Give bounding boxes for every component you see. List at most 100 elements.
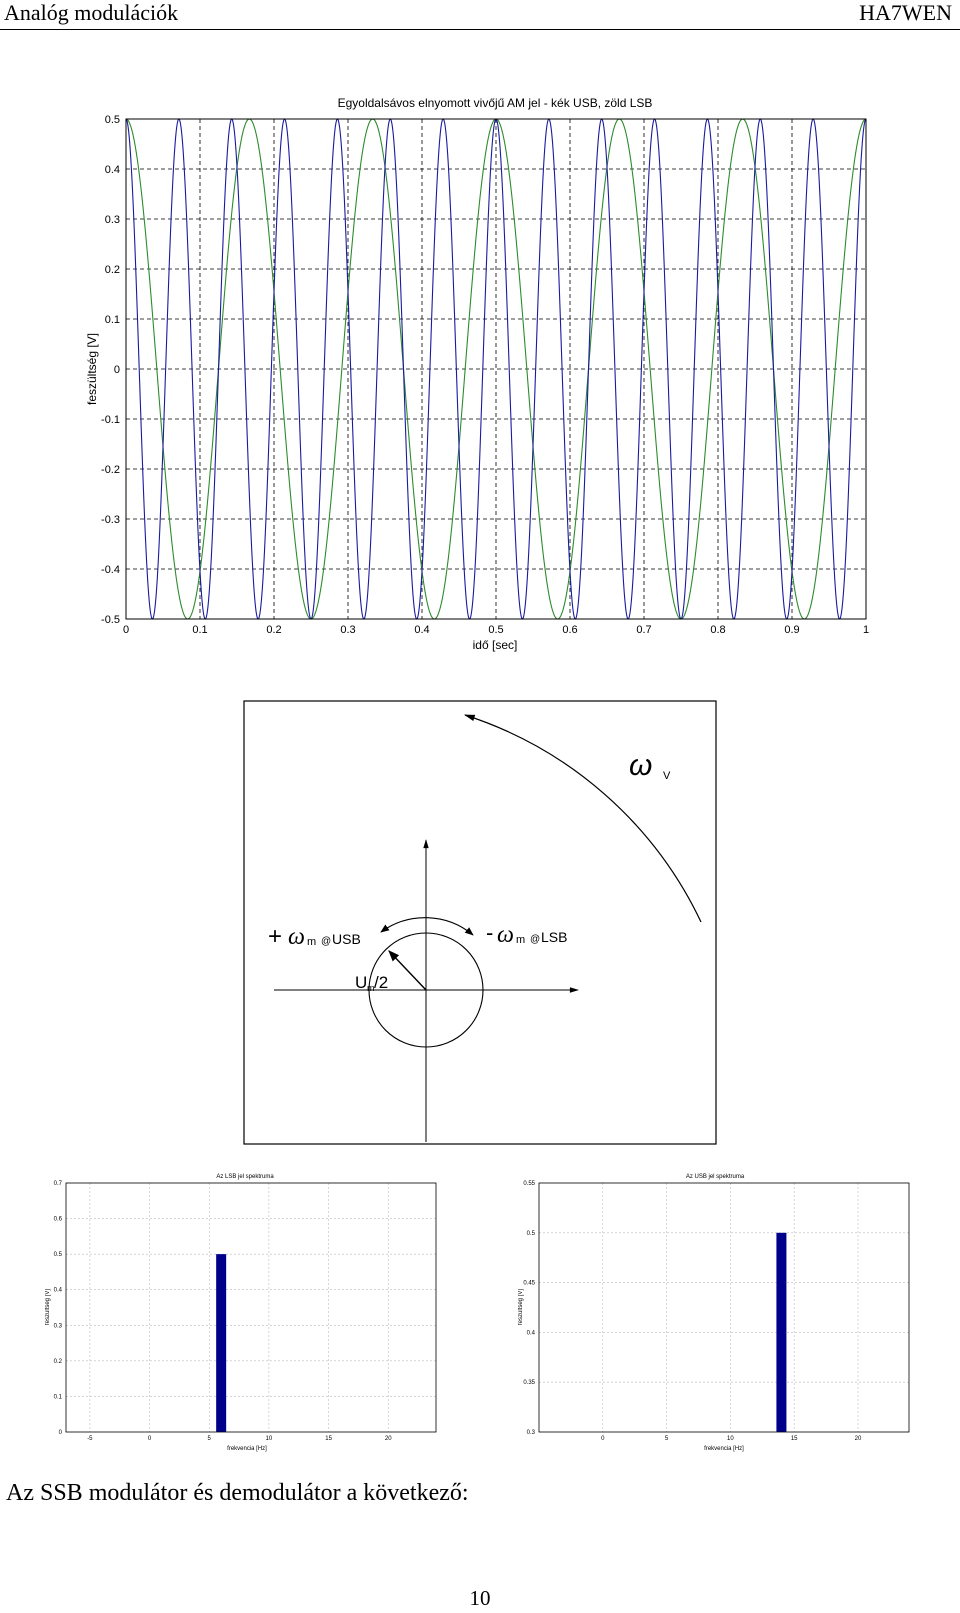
usb-label: + ω m @ USB	[268, 923, 361, 950]
chart3-bar	[776, 1232, 787, 1432]
lsb-label: - ω m @ LSB	[486, 920, 567, 948]
chart1-xtick-label: 0.6	[562, 624, 577, 636]
chart3-xtick-label: 0	[601, 1436, 605, 1442]
usb-plus: +	[268, 923, 282, 950]
chart1-xtick-label: 0.7	[636, 624, 651, 636]
chart1-ytick-label: 0.1	[105, 314, 120, 326]
chart2-ytick-label: 0.3	[54, 1323, 63, 1329]
chart1-ytick-label: -0.2	[101, 464, 120, 476]
chart3-bars	[776, 1232, 787, 1432]
chart2-ylabel: feszültség [V]	[45, 1289, 51, 1325]
chart2-tick-labels: -5 0 5 10 15 20 0.7 0.6 0.5 0.4 0.3 0.2 0.1 0	[54, 1181, 393, 1442]
chart3-ytick-label: 0.5	[527, 1231, 536, 1237]
lsb-subscript: m	[516, 934, 525, 946]
chart2-ytick-label: 0.1	[54, 1394, 63, 1400]
chart1-xtick-label: 0.1	[192, 624, 207, 636]
lsb-spectrum-chart: Az LSB jel spektruma -5 0 5 10 15 20 0.7 0.6 0.5…	[45, 1174, 437, 1452]
lsb-at: @	[530, 934, 540, 945]
chart3-tick-labels: 0 5 10 15 20 0.55 0.5 0.45 0.4 0.35 0.3	[523, 1181, 862, 1442]
chart1-series	[125, 118, 867, 620]
chart2-ytick-label: 0	[59, 1430, 63, 1436]
lsb-omega-symbol: ω	[497, 922, 514, 948]
chart1-ylabel: feszültség [V]	[85, 333, 99, 405]
chart1-ytick-label: 0	[114, 364, 120, 376]
amplitude-subscript: m	[367, 983, 375, 993]
chart3-ylabel: feszültség [V]	[518, 1289, 524, 1325]
chart1-grid	[125, 118, 867, 620]
amplitude-vector	[388, 950, 427, 991]
usb-omega-symbol: ω	[288, 924, 305, 950]
usb-at: @	[321, 936, 331, 947]
header-rule	[0, 29, 960, 30]
page-number: 10	[469, 1586, 491, 1610]
chart1-ytick-label: -0.3	[101, 514, 120, 526]
chart3-xtick-label: 5	[665, 1436, 669, 1442]
chart1-xtick-label: 0.9	[784, 624, 799, 636]
chart1-xtick-label: 0.8	[710, 624, 725, 636]
chart2-title: Az LSB jel spektruma	[216, 1174, 274, 1180]
chart2-xtick-label: 15	[325, 1436, 332, 1442]
chart2-xtick-label: 10	[266, 1436, 273, 1442]
chart1-tick-labels: 0 0.1 0.2 0.3 0.4 0.5 0.6 0.7 0.8 0.9 1 0.5 0.4 0.3 0.…	[101, 114, 869, 636]
chart2-ytick-label: 0.5	[54, 1252, 63, 1258]
usb-spectrum-chart: Az USB jel spektruma 0 5 10 15 20 0.55 0.5 0.45…	[518, 1174, 910, 1452]
amplitude-label: U m /2	[355, 973, 388, 993]
chart2-bar	[216, 1254, 227, 1432]
chart1-xlabel: idő [sec]	[473, 638, 518, 652]
chart3-xtick-label: 10	[727, 1436, 734, 1442]
omega-v-subscript: V	[663, 770, 671, 782]
carrier-rotation-arc	[463, 714, 702, 923]
chart1-ytick-label: -0.1	[101, 414, 120, 426]
time-domain-chart: Egyoldalsávos elnyomott vivőjű AM jel - …	[85, 96, 869, 652]
chart2-plot-area	[65, 1182, 437, 1433]
chart3-grid	[539, 1182, 909, 1433]
chart1-ytick-label: 0.5	[105, 114, 120, 126]
chart1-ytick-label: 0.2	[105, 264, 120, 276]
lsb-text: LSB	[541, 929, 567, 945]
header-right-author: HA7WEN	[859, 0, 952, 25]
chart1-xtick-label: 0.3	[340, 624, 355, 636]
amplitude-rest: /2	[374, 973, 388, 992]
chart2-xtick-label: 0	[148, 1436, 152, 1442]
chart2-ytick-label: 0.6	[54, 1217, 63, 1223]
chart1-xtick-label: 1	[863, 624, 869, 636]
chart1-xtick-label: 0	[123, 624, 129, 636]
chart3-xlabel: frekvencia [Hz]	[704, 1446, 744, 1452]
header-left-title: Analóg modulációk	[4, 0, 179, 25]
chart1-xtick-label: 0.2	[266, 624, 281, 636]
chart1-ytick-label: 0.4	[105, 164, 120, 176]
phasor-frame	[243, 700, 717, 1145]
chart1-title: Egyoldalsávos elnyomott vivőjű AM jel - …	[338, 96, 653, 110]
usb-subscript: m	[307, 936, 316, 948]
chart3-ytick-label: 0.4	[527, 1330, 536, 1336]
chart2-xtick-label: 20	[385, 1436, 392, 1442]
chart2-ytick-label: 0.4	[54, 1288, 63, 1294]
chart1-ytick-label: 0.3	[105, 214, 120, 226]
chart3-ytick-label: 0.35	[523, 1380, 535, 1386]
chart2-xtick-label: -5	[87, 1436, 93, 1442]
chart1-ytick-label: -0.5	[101, 614, 120, 626]
chart1-series-lsb	[125, 118, 867, 620]
chart3-title: Az USB jel spektruma	[686, 1174, 745, 1180]
chart1-plot-area	[125, 118, 867, 620]
chart2-ytick-label: 0.2	[54, 1359, 63, 1365]
omega-v-label: ω V	[629, 749, 671, 782]
chart1-xtick-label: 0.5	[488, 624, 503, 636]
chart3-plot-area	[538, 1182, 910, 1433]
chart1-xtick-label: 0.4	[414, 624, 429, 636]
chart2-xlabel: frekvencia [Hz]	[227, 1446, 267, 1452]
lsb-minus: -	[486, 920, 493, 945]
chart3-ytick-label: 0.3	[527, 1430, 536, 1436]
chart3-ytick-label: 0.45	[523, 1281, 535, 1287]
omega-v-symbol: ω	[629, 749, 652, 782]
chart2-bars	[216, 1254, 227, 1432]
usb-text: USB	[332, 931, 361, 947]
chart3-xtick-label: 15	[791, 1436, 798, 1442]
phasor-diagram: ω V + ω m @ USB - ω m @ LSB U m /2	[243, 700, 717, 1145]
chart2-grid	[66, 1182, 436, 1433]
sideband-rotation-arc	[380, 917, 474, 936]
chart2-xtick-label: 5	[208, 1436, 212, 1442]
chart1-ytick-label: -0.4	[101, 564, 120, 576]
amplitude-u: U	[355, 973, 367, 992]
chart1-series-usb	[125, 118, 867, 620]
